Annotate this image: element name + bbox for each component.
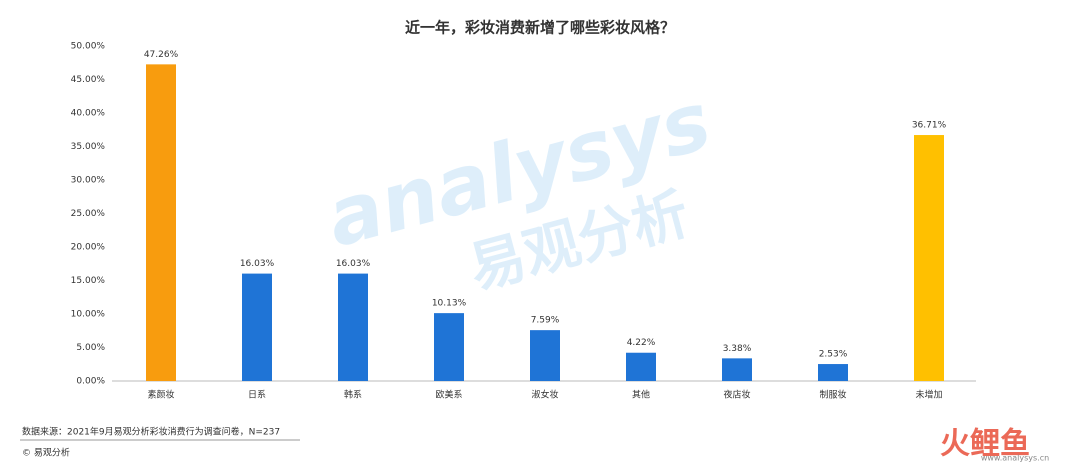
x-tick-label: 制服妆	[819, 389, 846, 401]
y-tick-label: 5.00%	[76, 343, 105, 353]
y-tick-label: 45.00%	[71, 75, 106, 85]
x-tick-label: 夜店妆	[723, 389, 750, 401]
value-label: 3.38%	[723, 344, 752, 354]
x-tick-label: 未增加	[915, 389, 942, 401]
value-label: 10.13%	[432, 299, 467, 309]
x-tick-label: 淑女妆	[531, 389, 558, 401]
bar	[722, 358, 752, 381]
corner-url: www.analysys.cn	[981, 454, 1049, 463]
y-tick-label: 0.00%	[76, 377, 105, 387]
bar	[242, 273, 272, 381]
x-tick-label: 其他	[632, 389, 650, 401]
y-tick-label: 50.00%	[71, 42, 106, 52]
bar	[818, 364, 848, 381]
y-tick-label: 25.00%	[71, 209, 106, 219]
value-label: 2.53%	[819, 350, 848, 360]
bar	[914, 135, 944, 381]
footer: © 易观分析	[22, 447, 70, 459]
bar	[146, 64, 176, 381]
x-tick-label: 素颜妆	[147, 389, 174, 401]
bar	[338, 273, 368, 381]
value-label: 47.26%	[144, 50, 179, 60]
chart-title: 近一年，彩妆消费新增了哪些彩妆风格？	[405, 19, 675, 37]
value-label: 7.59%	[531, 316, 560, 326]
bar	[530, 330, 560, 381]
y-tick-label: 40.00%	[71, 109, 106, 119]
value-label: 4.22%	[627, 338, 656, 348]
y-tick-label: 10.00%	[71, 310, 106, 320]
corner-brand: 火鲤鱼	[940, 427, 1030, 462]
value-label: 16.03%	[240, 259, 275, 269]
y-tick-label: 30.00%	[71, 176, 106, 186]
value-label: 16.03%	[336, 259, 371, 269]
y-tick-label: 15.00%	[71, 276, 106, 286]
source-note: 数据来源：2021年9月易观分析彩妆消费行为调查问卷，N=237	[22, 426, 280, 438]
y-tick-label: 20.00%	[71, 243, 106, 253]
x-tick-label: 欧美系	[435, 389, 462, 401]
bar	[626, 352, 656, 381]
value-label: 36.71%	[912, 121, 947, 131]
bar	[434, 313, 464, 381]
x-tick-label: 韩系	[344, 389, 362, 401]
y-tick-label: 35.00%	[71, 142, 106, 152]
x-tick-label: 日系	[248, 390, 266, 401]
